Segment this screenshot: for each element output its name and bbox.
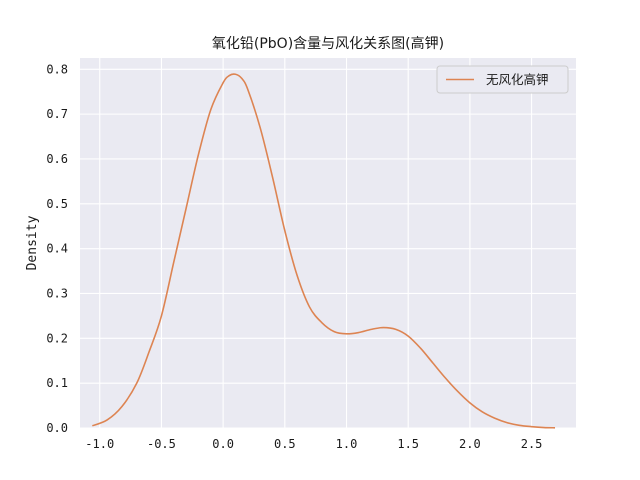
x-tick-label: 2.5 (521, 437, 543, 451)
y-tick-label: 0.8 (46, 62, 68, 76)
y-tick-label: 0.0 (46, 421, 68, 435)
density-line (92, 73, 556, 429)
chart-title: 氧化铅(PbO)含量与风化关系图(高钾) (212, 35, 444, 52)
y-tick-labels: 0.0 0.1 0.2 0.3 0.4 0.5 0.6 0.7 0.8 (46, 62, 68, 435)
legend: 无风化高钾 (436, 65, 569, 94)
y-tick-label: 0.3 (46, 286, 68, 300)
x-tick-label: -1.0 (85, 437, 114, 451)
y-tick-label: 0.4 (46, 242, 68, 256)
series-layer (92, 73, 556, 429)
x-tick-label: 0.0 (212, 437, 234, 451)
x-tick-label: 1.0 (336, 437, 358, 451)
x-tick-label: -0.5 (147, 437, 176, 451)
y-tick-label: 0.5 (46, 197, 68, 211)
y-tick-label: 0.2 (46, 331, 68, 345)
y-tick-label: 0.6 (46, 152, 68, 166)
x-tick-label: 1.5 (397, 437, 419, 451)
legend-box (436, 65, 569, 94)
legend-label: 无风化高钾 (486, 72, 549, 87)
x-gridlines (99, 58, 533, 428)
x-tick-label: 0.5 (274, 437, 296, 451)
y-tick-label: 0.7 (46, 107, 68, 121)
x-tick-labels: -1.0 -0.5 0.0 0.5 1.0 1.5 2.0 2.5 (85, 437, 542, 451)
plot-area (80, 58, 576, 428)
y-gridlines (80, 68, 576, 429)
y-tick-label: 0.1 (46, 376, 68, 390)
y-axis-label: Density (25, 215, 40, 270)
x-tick-label: 2.0 (459, 437, 481, 451)
